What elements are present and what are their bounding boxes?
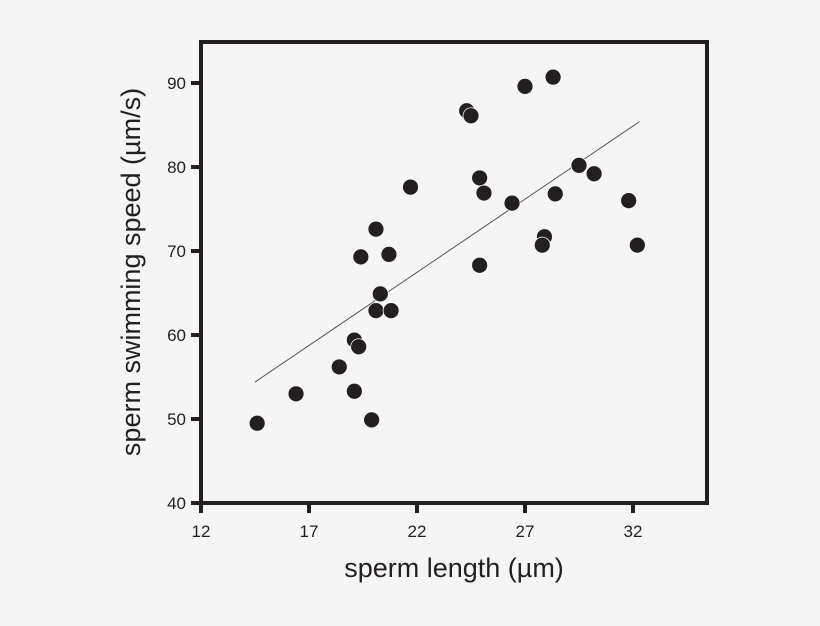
data-point: [402, 178, 419, 196]
data-point: [475, 184, 493, 202]
data-point: [533, 236, 551, 254]
data-point: [471, 256, 489, 274]
data-point: [380, 245, 398, 263]
data-point: [248, 414, 266, 432]
y-tick-label: 60: [167, 326, 186, 345]
data-point: [330, 358, 348, 376]
data-point: [585, 165, 603, 183]
plot-frame: [199, 40, 709, 505]
data-point: [371, 285, 389, 303]
y-tick-label: 50: [167, 410, 186, 429]
data-point: [367, 302, 385, 320]
y-axis-ticks: 40 50 60 70 80 90: [167, 74, 201, 513]
data-point: [471, 169, 489, 187]
data-point: [363, 411, 381, 429]
x-tick-label: 22: [408, 522, 427, 541]
data-point: [367, 220, 385, 238]
x-tick-label: 12: [192, 522, 211, 541]
data-point: [350, 338, 368, 356]
data-point: [503, 194, 521, 212]
data-point: [382, 302, 400, 320]
y-tick-label: 90: [167, 74, 186, 93]
data-point: [546, 185, 564, 203]
data-point: [462, 107, 480, 125]
y-tick-label: 40: [167, 494, 186, 513]
x-tick-label: 17: [300, 522, 319, 541]
data-point: [620, 192, 638, 210]
x-axis-label: sperm length (µm): [344, 553, 564, 583]
data-point: [570, 156, 588, 174]
data-point: [628, 236, 646, 254]
data-point: [287, 385, 305, 403]
data-point: [352, 248, 370, 266]
y-tick-label: 80: [167, 158, 186, 177]
data-point: [544, 68, 562, 86]
data-point: [345, 382, 363, 400]
y-tick-label: 70: [167, 242, 186, 261]
x-tick-label: 32: [624, 522, 643, 541]
x-tick-label: 27: [516, 522, 535, 541]
y-axis-label: sperm swimming speed (µm/s): [116, 88, 146, 456]
data-point: [516, 77, 534, 95]
data-points: [248, 68, 646, 432]
x-axis-ticks: 12 17 22 27 32: [192, 503, 643, 541]
